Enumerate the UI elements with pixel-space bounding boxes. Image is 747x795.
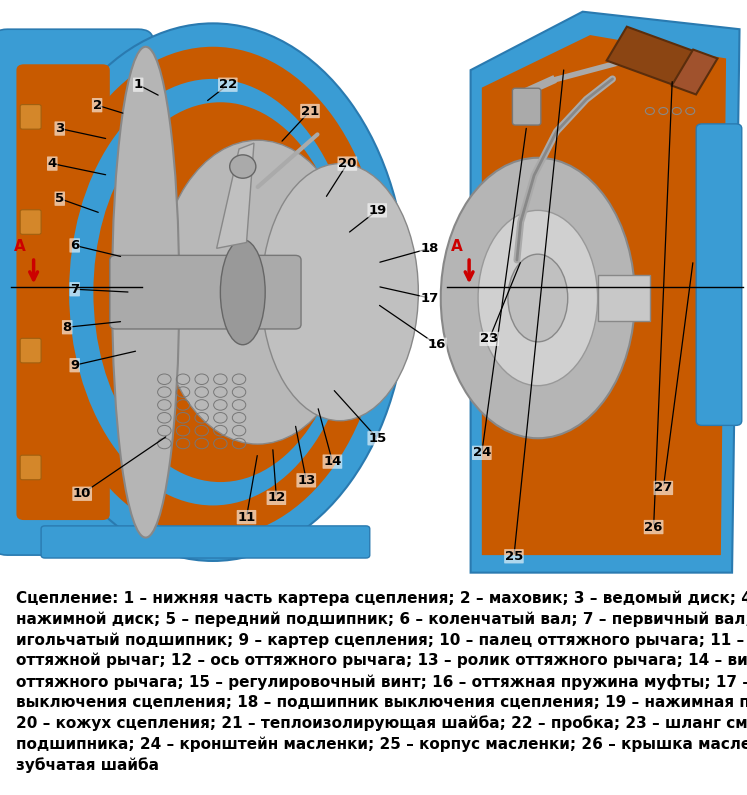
- Text: A: A: [14, 239, 26, 254]
- Text: 20: 20: [338, 157, 356, 170]
- Text: 3: 3: [55, 122, 64, 135]
- Polygon shape: [607, 27, 708, 90]
- Text: 1: 1: [134, 78, 143, 91]
- Text: 11: 11: [238, 510, 255, 524]
- Polygon shape: [471, 12, 740, 572]
- Polygon shape: [482, 35, 726, 555]
- Text: Сцепление: 1 – нижняя часть картера сцепления; 2 – маховик; 3 – ведомый диск; 4 : Сцепление: 1 – нижняя часть картера сцеп…: [16, 591, 747, 773]
- FancyBboxPatch shape: [110, 255, 301, 329]
- Text: 6: 6: [70, 239, 79, 252]
- Text: 27: 27: [654, 482, 672, 494]
- FancyBboxPatch shape: [598, 274, 650, 321]
- Ellipse shape: [19, 23, 407, 561]
- Polygon shape: [217, 143, 254, 248]
- Text: 15: 15: [368, 432, 386, 444]
- FancyBboxPatch shape: [20, 456, 41, 479]
- Ellipse shape: [230, 155, 255, 178]
- Text: 7: 7: [70, 283, 79, 296]
- Text: 8: 8: [63, 320, 72, 334]
- Text: 5: 5: [55, 192, 64, 205]
- Text: 13: 13: [297, 474, 315, 487]
- FancyBboxPatch shape: [512, 88, 541, 125]
- Ellipse shape: [112, 47, 179, 537]
- Text: 25: 25: [505, 550, 523, 563]
- Ellipse shape: [41, 47, 385, 537]
- Text: 17: 17: [421, 292, 438, 304]
- Text: 21: 21: [301, 104, 319, 118]
- Text: 9: 9: [70, 359, 79, 372]
- Text: 18: 18: [421, 242, 438, 255]
- Ellipse shape: [69, 79, 357, 506]
- FancyBboxPatch shape: [0, 29, 153, 555]
- Text: 19: 19: [368, 204, 386, 217]
- Ellipse shape: [478, 211, 598, 386]
- Ellipse shape: [508, 254, 568, 342]
- Text: 24: 24: [473, 446, 491, 460]
- FancyBboxPatch shape: [16, 64, 110, 520]
- FancyBboxPatch shape: [41, 526, 370, 558]
- Text: 26: 26: [645, 521, 663, 533]
- FancyBboxPatch shape: [20, 105, 41, 129]
- FancyBboxPatch shape: [696, 124, 742, 425]
- Ellipse shape: [220, 239, 265, 345]
- Text: 22: 22: [219, 78, 237, 91]
- Text: 12: 12: [267, 491, 285, 504]
- Ellipse shape: [93, 103, 347, 482]
- Text: 4: 4: [48, 157, 57, 170]
- Text: A: A: [451, 239, 463, 254]
- Ellipse shape: [261, 164, 418, 421]
- Text: 2: 2: [93, 99, 102, 111]
- Text: 10: 10: [73, 487, 91, 500]
- Ellipse shape: [157, 140, 359, 444]
- Polygon shape: [672, 49, 718, 95]
- Text: 16: 16: [428, 338, 446, 351]
- Text: 23: 23: [480, 332, 498, 345]
- Text: 14: 14: [323, 455, 341, 468]
- Ellipse shape: [441, 157, 635, 438]
- FancyBboxPatch shape: [20, 339, 41, 363]
- FancyBboxPatch shape: [20, 210, 41, 235]
